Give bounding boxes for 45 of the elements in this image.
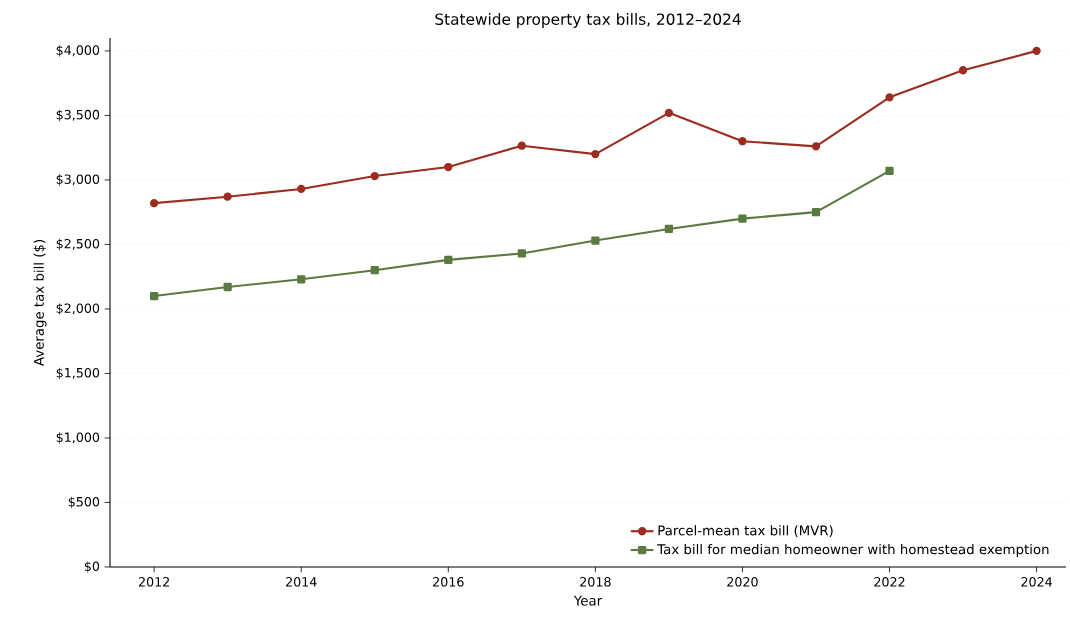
legend-label: Tax bill for median homeowner with homestead exemption <box>657 543 1049 557</box>
y-axis-title: Average tax bill ($) <box>33 240 47 366</box>
y-tick-label: $2,000 <box>56 303 100 315</box>
point <box>517 141 526 150</box>
y-tick-label: $1,500 <box>56 367 100 380</box>
point <box>664 224 674 234</box>
y-tick-label: $3,000 <box>56 174 100 186</box>
x-tick-label: 2012 <box>138 577 169 587</box>
x-axis-title: Year <box>573 595 603 606</box>
point <box>1032 46 1041 56</box>
point <box>150 199 159 208</box>
point <box>223 192 232 201</box>
point <box>738 214 747 223</box>
point <box>885 93 894 102</box>
y-tick-label: $0 <box>84 561 100 573</box>
x-tick-label: 2018 <box>580 577 611 587</box>
point <box>591 236 600 245</box>
point <box>811 208 821 217</box>
x-tick-label: 2024 <box>1021 577 1052 587</box>
x-tick-label: 2022 <box>874 577 905 587</box>
point <box>444 255 453 265</box>
y-tick-label: $3,500 <box>56 109 100 122</box>
x-tick-label: 2020 <box>727 577 758 587</box>
point <box>664 108 674 117</box>
point <box>811 142 821 151</box>
point <box>370 171 379 181</box>
chart-title: Statewide property tax bills, 2012–2024 <box>435 13 741 28</box>
point <box>885 166 894 176</box>
point <box>958 66 968 75</box>
point <box>444 162 453 172</box>
point <box>223 282 232 292</box>
point <box>517 249 526 258</box>
point <box>591 149 600 159</box>
y-tick-label: $2,500 <box>56 238 100 251</box>
point <box>370 266 379 275</box>
y-tick-label: $4,000 <box>56 45 100 57</box>
point <box>297 275 306 284</box>
x-tick-label: 2016 <box>433 577 464 587</box>
point <box>738 137 747 146</box>
point <box>297 184 306 194</box>
y-tick-label: $1,000 <box>56 432 100 444</box>
point <box>150 291 159 301</box>
legend-label: Parcel-mean tax bill (MVR) <box>658 525 833 538</box>
y-tick-label: $500 <box>68 496 100 509</box>
x-tick-label: 2014 <box>286 577 317 587</box>
